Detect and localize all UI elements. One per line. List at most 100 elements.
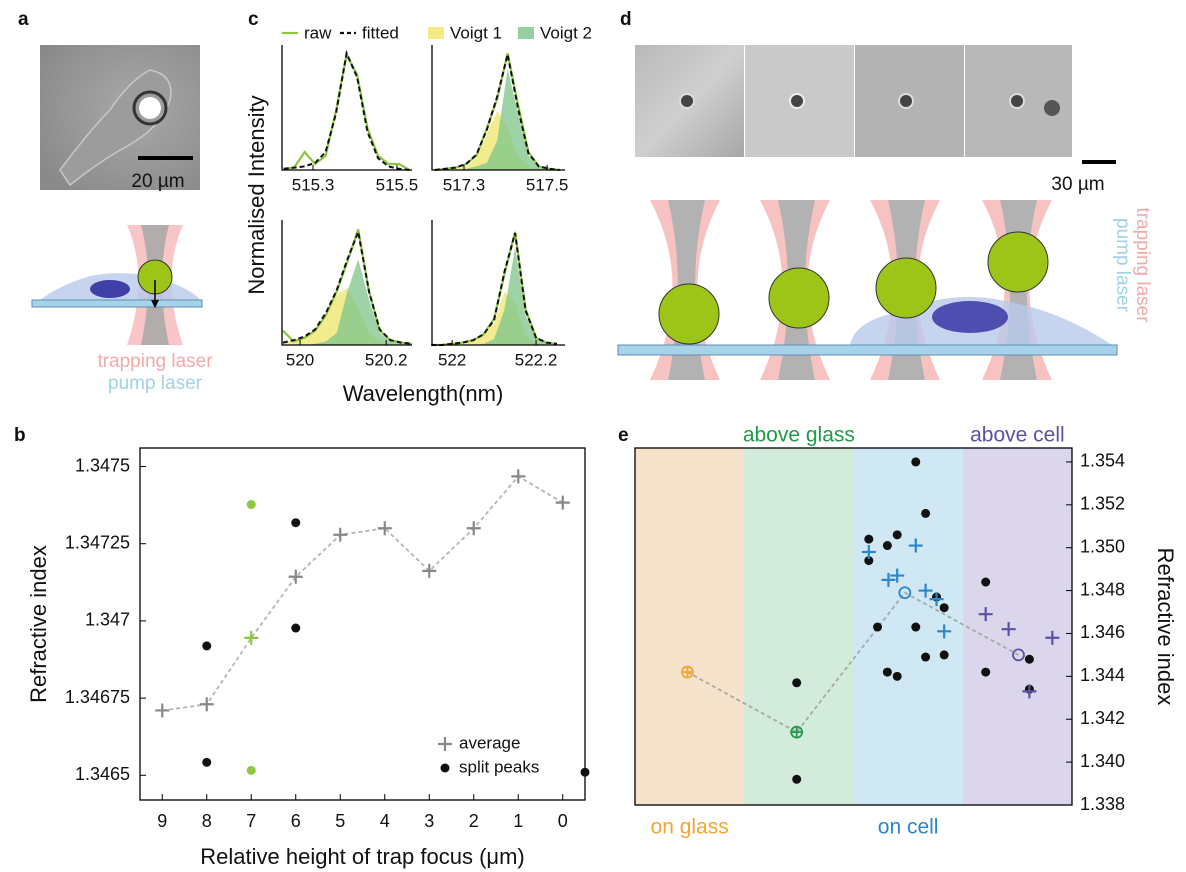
dot-marker: [883, 541, 892, 550]
legend-label: split peaks: [459, 757, 539, 776]
legend-label: fitted: [362, 23, 399, 42]
nucleus-image: [1044, 100, 1060, 116]
dot-marker: [792, 678, 801, 687]
legend-label: Voigt 2: [540, 23, 592, 42]
x-tick-label: 515.3: [292, 175, 335, 194]
plus-marker: [556, 496, 570, 510]
dot-marker: [247, 766, 256, 775]
bead-image: [680, 94, 694, 108]
x-tick-label: 2: [469, 811, 479, 831]
dot-marker: [981, 668, 990, 677]
x-tick-label: 1: [513, 811, 523, 831]
x-tick-label: 522: [438, 350, 466, 369]
bead-image: [899, 94, 913, 108]
dot-marker: [911, 623, 920, 632]
dot-marker: [291, 518, 300, 527]
figure: a b c d e 20 µm trapping laser pump lase…: [0, 0, 1186, 872]
y-tick-label: 1.347: [85, 610, 130, 630]
x-tick-label: 9: [157, 811, 167, 831]
region: [635, 448, 744, 805]
circle-plus-marker: [791, 727, 802, 738]
x-axis-label: Relative height of trap focus (μm): [200, 844, 524, 869]
dot-marker: [1025, 655, 1034, 664]
y-tick-label: 1.34725: [65, 532, 130, 552]
region: [744, 448, 853, 805]
x-tick-label: 520.2: [365, 350, 408, 369]
y-tick-label: 1.34675: [65, 687, 130, 707]
legend-swatch: [518, 27, 534, 39]
bead-image: [1010, 94, 1024, 108]
scale-bar-label: 20 µm: [131, 171, 184, 192]
y-tick-label: 1.350: [1080, 536, 1125, 556]
panel-letter: e: [618, 425, 629, 446]
glass-slide: [618, 345, 1117, 355]
x-tick-label: 520: [286, 350, 314, 369]
dot-marker: [940, 603, 949, 612]
bead-image: [790, 94, 804, 108]
region: [963, 448, 1072, 805]
panel-letter: c: [248, 9, 259, 30]
scale-bar-label: 30 µm: [1051, 174, 1104, 195]
panel-letter: b: [14, 425, 26, 446]
bead: [769, 268, 829, 328]
dot-marker: [291, 624, 300, 633]
dot-marker: [921, 653, 930, 662]
region-label: on glass: [651, 816, 729, 839]
y-tick-label: 1.346: [1080, 622, 1125, 642]
dot-marker: [883, 668, 892, 677]
panel-letter: a: [18, 9, 29, 30]
dot-marker: [581, 768, 590, 777]
y-tick-label: 1.354: [1080, 451, 1125, 471]
x-tick-label: 517.5: [526, 175, 569, 194]
trapping-laser-label: trapping laser: [1132, 207, 1153, 323]
legend-swatch: [428, 27, 444, 39]
dot-marker: [893, 672, 902, 681]
bead-glow: [139, 97, 161, 119]
plus-marker: [422, 564, 436, 578]
plus-marker: [289, 570, 303, 584]
circle-plus-marker: [682, 667, 693, 678]
connecting-line: [162, 476, 563, 710]
x-tick-label: 517.3: [443, 175, 486, 194]
dot-marker: [202, 758, 211, 767]
dot-marker: [940, 650, 949, 659]
y-tick-label: 1.340: [1080, 751, 1125, 771]
voigt-area: [283, 259, 412, 345]
y-tick-label: 1.338: [1080, 794, 1125, 814]
y-tick-label: 1.344: [1080, 665, 1125, 685]
dot-marker: [202, 641, 211, 650]
nucleus: [90, 280, 130, 298]
legend-label: raw: [304, 23, 332, 42]
panel-a: 20 µm trapping laser pump laser: [32, 45, 213, 394]
pump-laser-label: pump laser: [1112, 218, 1133, 313]
region: [854, 448, 963, 805]
region-label: above glass: [743, 424, 855, 447]
x-tick-label: 4: [380, 811, 390, 831]
legend-marker: [441, 764, 450, 773]
x-tick-label: 0: [558, 811, 568, 831]
y-tick-label: 1.342: [1080, 708, 1125, 728]
y-tick-label: 1.3475: [75, 455, 130, 475]
y-tick-label: 1.352: [1080, 494, 1125, 514]
bead: [659, 284, 719, 344]
y-axis-label: Refractive index: [26, 545, 51, 703]
region-label: above cell: [970, 424, 1065, 447]
pump-laser-label: pump laser: [108, 373, 203, 394]
dot-marker: [247, 500, 256, 509]
dot-marker: [921, 509, 930, 518]
dot-marker: [981, 578, 990, 587]
y-tick-label: 1.3465: [75, 764, 130, 784]
x-tick-label: 7: [246, 811, 256, 831]
plus-marker: [244, 631, 258, 645]
glass-slide: [32, 300, 202, 307]
region-label: on cell: [878, 816, 939, 839]
y-tick-label: 1.348: [1080, 579, 1125, 599]
x-tick-label: 5: [335, 811, 345, 831]
x-tick-label: 6: [291, 811, 301, 831]
axis-line: [282, 45, 412, 170]
dot-marker: [792, 775, 801, 784]
dot-marker: [911, 457, 920, 466]
panel-letter: d: [620, 9, 632, 30]
legend-marker: [438, 737, 452, 751]
x-tick-label: 522.2: [515, 350, 558, 369]
